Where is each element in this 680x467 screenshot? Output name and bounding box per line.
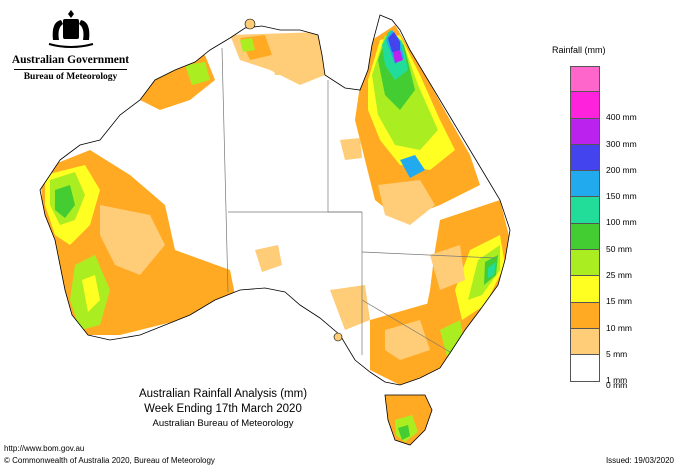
legend-title: Rainfall (mm) bbox=[552, 45, 606, 55]
legend-swatch bbox=[570, 118, 600, 145]
legend-row: 50 mm bbox=[570, 223, 680, 254]
bureau-title: Bureau of Meteorology bbox=[23, 72, 118, 82]
rain-region-wa-1mm bbox=[100, 205, 165, 275]
legend-label: 200 mm bbox=[606, 164, 637, 175]
rain-region-qld-central-100mm bbox=[400, 155, 425, 178]
legend-swatch bbox=[570, 328, 600, 356]
legend-row: 100 mm bbox=[570, 197, 680, 227]
rain-region-central-1mm-c bbox=[270, 55, 292, 75]
legend-row: 15 mm bbox=[570, 276, 680, 306]
border-nsw-vic bbox=[361, 299, 451, 353]
rainfall-legend: 400 mm 300 mm 200 mm 150 mm 100 mm 50 mm… bbox=[570, 66, 680, 390]
issued-date: Issued: 19/03/2020 bbox=[605, 456, 674, 465]
rainfall-shading bbox=[40, 25, 510, 385]
rain-region-kimberley-15mm bbox=[185, 62, 210, 85]
legend-swatch bbox=[570, 302, 600, 329]
legend-label: 15 mm bbox=[606, 296, 632, 307]
rain-region-wa-sw-10mm bbox=[82, 275, 100, 312]
legend-label: 300 mm bbox=[606, 138, 637, 149]
header-divider bbox=[14, 69, 127, 70]
legend-label: 400 mm bbox=[606, 112, 637, 123]
legend-label: 150 mm bbox=[606, 191, 637, 202]
legend-swatch bbox=[570, 197, 600, 224]
legend-swatch bbox=[570, 355, 600, 382]
melville-island bbox=[244, 18, 256, 30]
rain-region-top-end-25mm bbox=[240, 38, 255, 52]
website-link[interactable]: http://www.bom.gov.au bbox=[4, 444, 85, 453]
copyright-notice: © Commonwealth of Australia 2020, Bureau… bbox=[4, 456, 215, 465]
rain-region-central-1mm-b bbox=[340, 138, 362, 160]
legend-swatch bbox=[570, 276, 600, 303]
government-title: Australian Government bbox=[11, 54, 130, 66]
state-borders bbox=[221, 47, 496, 355]
legend-label: 50 mm bbox=[606, 243, 632, 254]
map-title: Australian Rainfall Analysis (mm) bbox=[138, 388, 308, 400]
rain-region-qld-200mm bbox=[393, 50, 403, 63]
legend-row: 200 mm bbox=[570, 144, 680, 175]
legend-swatch bbox=[570, 223, 600, 251]
legend-label: 1 mm bbox=[606, 375, 628, 386]
rain-region-sa-1mm bbox=[330, 285, 370, 330]
legend-swatch bbox=[570, 171, 600, 198]
rain-region-qld-inland-1mm bbox=[378, 180, 435, 225]
legend-label: 100 mm bbox=[606, 217, 637, 228]
rain-region-vic-1mm bbox=[385, 320, 430, 360]
legend-row: 10 mm bbox=[570, 302, 680, 333]
legend-label: 25 mm bbox=[606, 270, 632, 281]
map-subtitle: Week Ending 17th March 2020 bbox=[144, 403, 302, 415]
rain-region-nsw-50mm bbox=[488, 262, 496, 278]
rain-region-tasmania-25mm bbox=[398, 425, 410, 440]
legend-row bbox=[570, 66, 680, 93]
legend-row: 5 mm bbox=[570, 328, 680, 359]
legend-row: 400 mm bbox=[570, 92, 680, 122]
map-source: Australian Bureau of Meteorology bbox=[152, 418, 294, 429]
legend-swatch bbox=[570, 92, 600, 119]
rain-region-central-1mm-a bbox=[255, 245, 282, 272]
legend-bottom: 0 mm bbox=[570, 379, 680, 390]
rain-region-qld-150mm bbox=[388, 32, 400, 55]
border-wa bbox=[221, 47, 229, 293]
legend-row: 25 mm bbox=[570, 250, 680, 280]
legend-row: 150 mm bbox=[570, 171, 680, 201]
legend-swatch bbox=[570, 66, 600, 93]
legend-label: 5 mm bbox=[606, 348, 628, 359]
legend-swatch bbox=[570, 250, 600, 277]
legend-label: 10 mm bbox=[606, 322, 632, 333]
legend-row: 1 mm bbox=[570, 355, 680, 385]
legend-row: 300 mm bbox=[570, 118, 680, 149]
government-branding: Australian Government Bureau of Meteorol… bbox=[8, 8, 133, 82]
kangaroo-island bbox=[333, 332, 343, 342]
legend-label-zero: 0 mm bbox=[606, 379, 628, 390]
legend-swatch bbox=[570, 144, 600, 172]
coat-of-arms-icon bbox=[48, 10, 93, 48]
rain-region-wa-25mm bbox=[55, 185, 75, 218]
map-titles: Australian Rainfall Analysis (mm) Week E… bbox=[118, 388, 328, 429]
border-qld-nsw bbox=[361, 251, 496, 259]
